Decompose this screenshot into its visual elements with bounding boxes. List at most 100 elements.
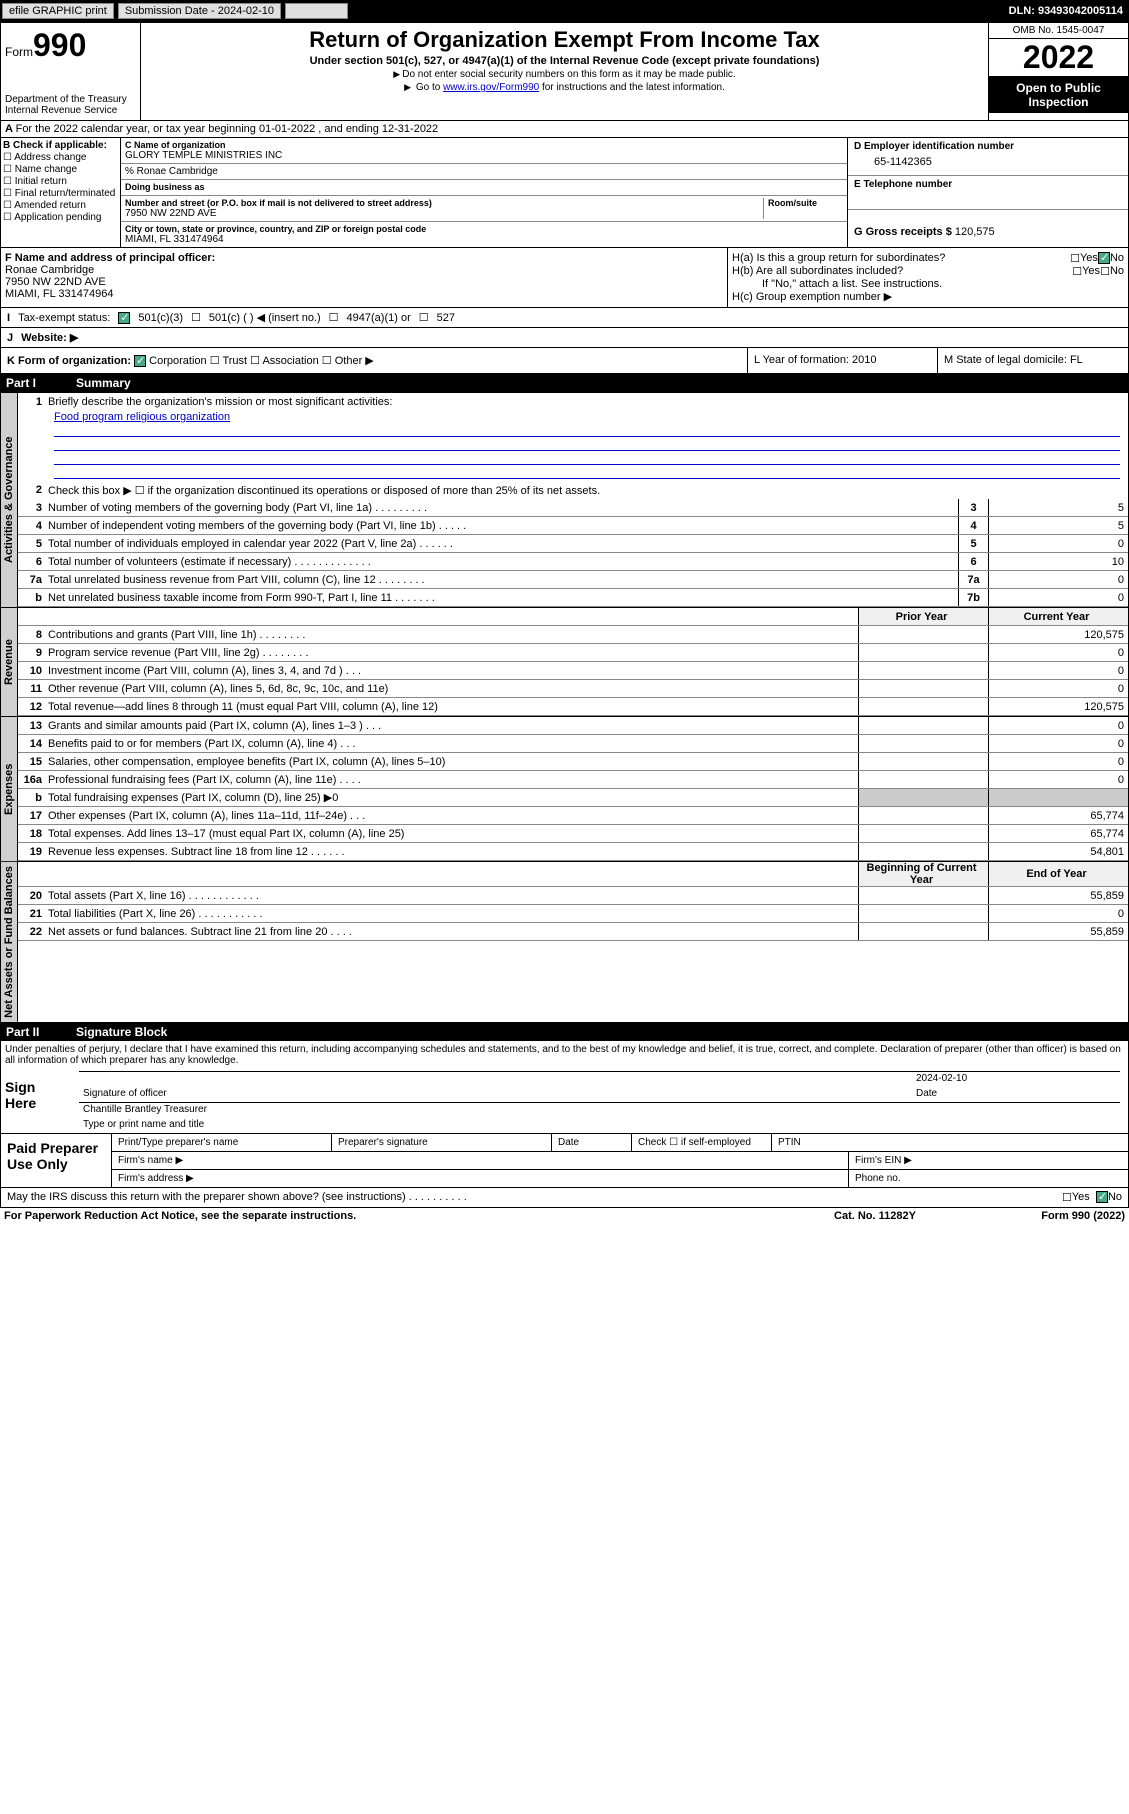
activities-governance-block: Activities & Governance 1Briefly describ… (0, 392, 1129, 608)
prior-year-hdr: Prior Year (858, 608, 988, 625)
part1-header: Part I Summary (0, 374, 1129, 392)
line-num: 11 (18, 683, 48, 695)
line-num: 5 (18, 538, 48, 550)
sig-date-val: 2024-02-10 (916, 1073, 1116, 1084)
care-of: % Ronae Cambridge (121, 164, 847, 180)
line-box: 3 (958, 499, 988, 516)
form-num: 990 (33, 27, 86, 63)
line-desc: Program service revenue (Part VIII, line… (48, 645, 858, 661)
check-amended[interactable]: ☐ Amended return (3, 200, 118, 211)
mission-a[interactable]: Food program religious organization (54, 411, 230, 423)
line-num: 6 (18, 556, 48, 568)
row-a-tax-year: A For the 2022 calendar year, or tax yea… (0, 121, 1129, 138)
sig-name-title: Chantille Brantley Treasurer (83, 1104, 207, 1115)
discuss-no: No (1108, 1191, 1122, 1204)
summary-row: bTotal fundraising expenses (Part IX, co… (18, 789, 1128, 807)
check-initial-return[interactable]: ☐ Initial return (3, 176, 118, 187)
note-ssn: Do not enter social security numbers on … (145, 69, 984, 80)
firm-ein-label: Firm's EIN ▶ (848, 1152, 1128, 1169)
ha-yes[interactable]: Yes (1080, 252, 1098, 265)
line-box: 7b (958, 589, 988, 606)
line-num: 18 (18, 828, 48, 840)
line-desc: Total expenses. Add lines 13–17 (must eq… (48, 826, 858, 842)
line-val: 5 (988, 517, 1128, 534)
final-return-label: Final return/terminated (15, 188, 116, 199)
line-num: 8 (18, 629, 48, 641)
line-desc: Total number of individuals employed in … (48, 536, 958, 552)
curr-val: 120,575 (988, 626, 1128, 643)
discuss-yes[interactable]: Yes (1072, 1191, 1090, 1204)
part1-num: Part I (6, 376, 76, 390)
check-corp[interactable] (134, 355, 146, 367)
curr-val: 0 (988, 644, 1128, 661)
paid-preparer-label: Paid Preparer Use Only (1, 1134, 111, 1187)
curr-val: 65,774 (988, 807, 1128, 824)
line-num: b (18, 592, 48, 604)
mission-line (54, 467, 1120, 479)
signature-block: Under penalties of perjury, I declare th… (0, 1041, 1129, 1188)
prep-sig-label: Preparer's signature (331, 1134, 551, 1151)
prep-date-label: Date (551, 1134, 631, 1151)
line-desc: Total liabilities (Part X, line 26) . . … (48, 906, 858, 922)
check-app-pending[interactable]: ☐ Application pending (3, 212, 118, 223)
summary-row: 14Benefits paid to or for members (Part … (18, 735, 1128, 753)
ha-no-check[interactable] (1098, 252, 1110, 264)
line-desc: Revenue less expenses. Subtract line 18 … (48, 844, 858, 860)
line-num: 17 (18, 810, 48, 822)
submission-date-button[interactable]: Submission Date - 2024-02-10 (118, 3, 281, 19)
dln-text: DLN: 93493042005114 (1009, 5, 1129, 17)
check-final-return[interactable]: ☐ Final return/terminated (3, 188, 118, 199)
discuss-row: May the IRS discuss this return with the… (0, 1188, 1129, 1208)
irs-link[interactable]: www.irs.gov/Form990 (443, 82, 539, 93)
check-address-change[interactable]: ☐ Address change (3, 152, 118, 163)
line-num: 15 (18, 756, 48, 768)
hb-yes[interactable]: Yes (1082, 265, 1100, 278)
goto-post: for instructions and the latest informat… (539, 82, 725, 93)
sig-officer-label: Signature of officer (83, 1088, 916, 1099)
curr-val: 54,801 (988, 843, 1128, 860)
form-footer: Form 990 (2022) (975, 1210, 1125, 1222)
year-formation: L Year of formation: 2010 (748, 348, 938, 373)
discuss-no-check[interactable] (1096, 1191, 1108, 1203)
open-inspection: Open to Public Inspection (989, 77, 1128, 113)
city: MIAMI, FL 331474964 (125, 234, 843, 245)
org-info-section: B Check if applicable: ☐ Address change … (0, 138, 1129, 248)
summary-row: 21Total liabilities (Part X, line 26) . … (18, 905, 1128, 923)
vtab-activities: Activities & Governance (1, 393, 18, 607)
current-year-hdr: Current Year (988, 608, 1128, 625)
opt-assoc: Association (262, 355, 318, 367)
line-val: 10 (988, 553, 1128, 570)
hb-no[interactable]: No (1110, 265, 1124, 278)
prior-val (858, 662, 988, 679)
summary-row: 17Other expenses (Part IX, column (A), l… (18, 807, 1128, 825)
website-label: Website: ▶ (21, 331, 78, 344)
line-desc: Total unrelated business revenue from Pa… (48, 572, 958, 588)
part1-title: Summary (76, 376, 131, 390)
line-num: 21 (18, 908, 48, 920)
line-num: b (18, 792, 48, 804)
prior-val (858, 717, 988, 734)
curr-val: 0 (988, 905, 1128, 922)
check-self-label[interactable]: Check ☐ if self-employed (631, 1134, 771, 1151)
blank-button[interactable] (285, 3, 348, 19)
check-501c3[interactable] (118, 312, 130, 324)
officer-street: 7950 NW 22ND AVE (5, 276, 106, 288)
line-desc: Investment income (Part VIII, column (A)… (48, 663, 858, 679)
curr-val: 0 (988, 753, 1128, 770)
summary-row: 13Grants and similar amounts paid (Part … (18, 717, 1128, 735)
vtab-expenses: Expenses (1, 717, 18, 861)
summary-row: 10Investment income (Part VIII, column (… (18, 662, 1128, 680)
curr-val: 55,859 (988, 887, 1128, 904)
line-desc: Salaries, other compensation, employee b… (48, 754, 858, 770)
omb-number: OMB No. 1545-0047 (989, 23, 1128, 39)
summary-row: 12Total revenue—add lines 8 through 11 (… (18, 698, 1128, 716)
ptin-label: PTIN (771, 1134, 1128, 1151)
check-name-change[interactable]: ☐ Name change (3, 164, 118, 175)
mission-line (54, 425, 1120, 437)
curr-val: 0 (988, 771, 1128, 788)
hb-label: H(b) Are all subordinates included? (732, 265, 1072, 278)
line-num: 12 (18, 701, 48, 713)
efile-button[interactable]: efile GRAPHIC print (2, 3, 114, 19)
expenses-block: Expenses 13Grants and similar amounts pa… (0, 717, 1129, 862)
prior-val (858, 680, 988, 697)
